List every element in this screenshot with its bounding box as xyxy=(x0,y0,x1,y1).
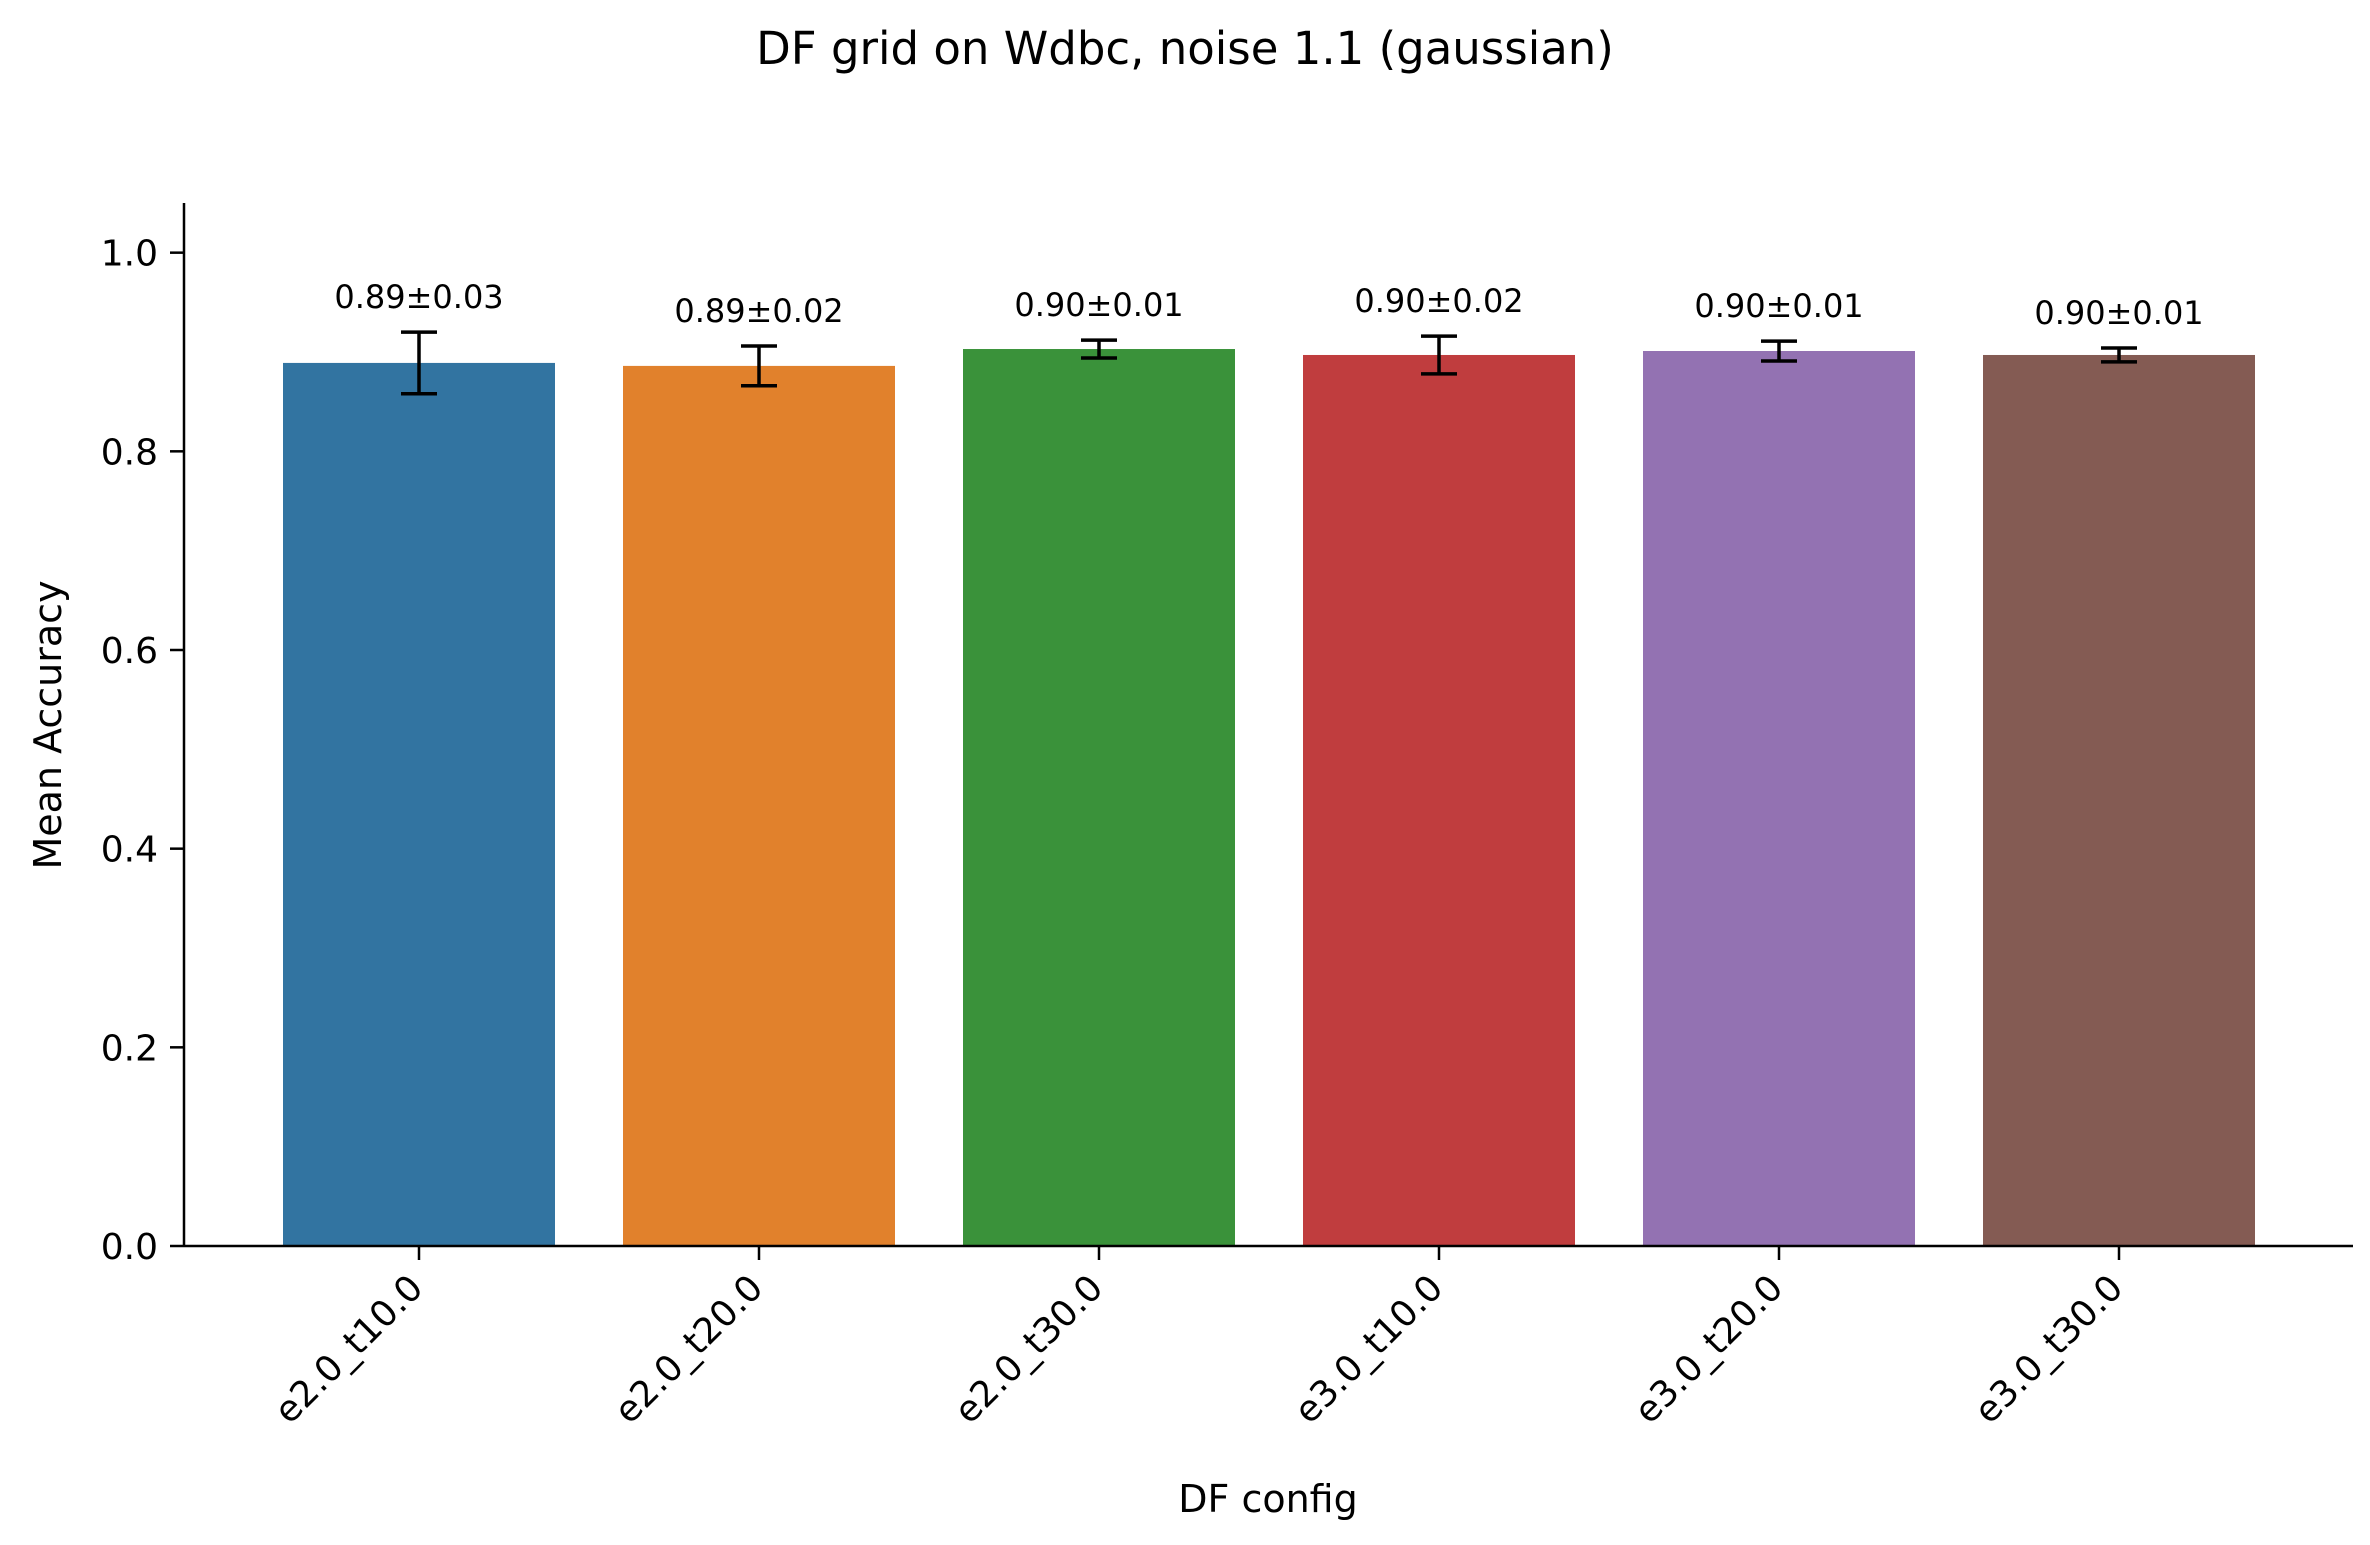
y-tick-label-0.0: 0.0 xyxy=(101,1227,158,1268)
bar-e3.0_t30.0 xyxy=(1983,354,2255,1247)
bar-e3.0_t10.0 xyxy=(1303,354,1575,1247)
x-axis-label: DF config xyxy=(1178,1477,1357,1521)
y-ticks-group: 0.0 0.2 0.4 0.6 0.8 1.0 xyxy=(101,234,184,1268)
y-tick-label-0.4: 0.4 xyxy=(101,830,158,871)
x-ticks-group: e2.0_t10.0 e2.0_t20.0 e2.0_t30.0 e3.0_t10.0… xyxy=(267,1246,2132,1432)
data-labels-group: 0.89±0.03 0.89±0.02 0.90±0.01 0.90±0.02 0.90… xyxy=(334,278,2203,332)
chart-title: DF grid on Wdbc, noise 1.1 (gaussian) xyxy=(756,22,1614,75)
y-tick-label-0.8: 0.8 xyxy=(101,432,158,473)
x-tick-label-e2.0_t10.0: e2.0_t10.0 xyxy=(267,1267,432,1432)
data-label-e3.0_t30.0: 0.90±0.01 xyxy=(2034,294,2203,332)
bar-e2.0_t30.0 xyxy=(963,349,1235,1246)
x-tick-label-e2.0_t30.0: e2.0_t30.0 xyxy=(947,1267,1112,1432)
bar-e2.0_t10.0 xyxy=(283,362,555,1247)
y-axis-label: Mean Accuracy xyxy=(26,580,70,869)
error-bars-group xyxy=(401,330,2137,396)
data-label-e2.0_t30.0: 0.90±0.01 xyxy=(1014,286,1183,324)
data-label-e3.0_t10.0: 0.90±0.02 xyxy=(1354,282,1523,320)
y-tick-label-0.2: 0.2 xyxy=(101,1028,158,1069)
y-tick-label-0.6: 0.6 xyxy=(101,631,158,672)
x-tick-label-e3.0_t10.0: e3.0_t10.0 xyxy=(1287,1267,1452,1432)
x-tick-label-e3.0_t30.0: e3.0_t30.0 xyxy=(1967,1267,2132,1432)
x-tick-label-e2.0_t20.0: e2.0_t20.0 xyxy=(607,1267,772,1432)
data-label-e3.0_t20.0: 0.90±0.01 xyxy=(1694,287,1863,325)
x-tick-label-e3.0_t20.0: e3.0_t20.0 xyxy=(1627,1267,1792,1432)
bars-group xyxy=(283,349,2255,1247)
y-tick-label-1.0: 1.0 xyxy=(101,234,158,275)
data-label-e2.0_t20.0: 0.89±0.02 xyxy=(674,292,843,330)
bar-e3.0_t20.0 xyxy=(1643,351,1915,1246)
bar-e2.0_t20.0 xyxy=(623,365,895,1246)
data-label-e2.0_t10.0: 0.89±0.03 xyxy=(334,278,503,316)
